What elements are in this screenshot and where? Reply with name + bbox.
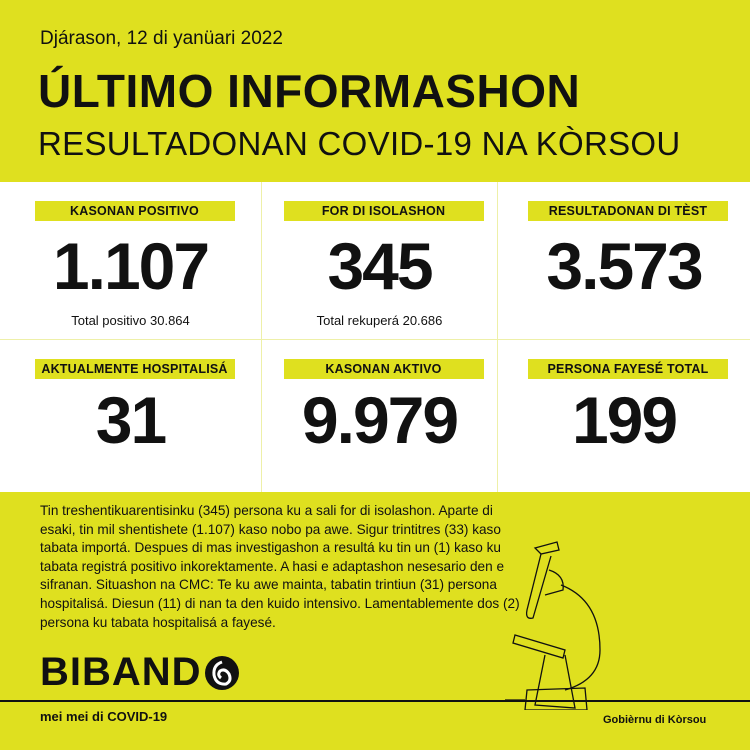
stat-value: 345 xyxy=(327,229,433,303)
swirl-circle-icon xyxy=(204,655,239,690)
stat-positive: KASONAN POSITIVO 1.107 Total positivo 30… xyxy=(0,182,262,340)
government-credit: Gobièrnu di Kòrsou xyxy=(603,714,707,726)
stat-value: 1.107 xyxy=(52,229,210,303)
microscope-icon xyxy=(505,541,601,710)
stat-deceased: PERSONA FAYESÉ TOTAL 199 xyxy=(498,340,750,492)
bibando-logo: BIBAND xyxy=(40,650,239,695)
date: Djárason, 12 di yanüari 2022 xyxy=(40,28,283,49)
stat-label: RESULTADONAN DI TÈST xyxy=(528,201,728,221)
stat-tests: RESULTADONAN DI TÈST 3.573 xyxy=(498,182,750,340)
divider-line xyxy=(0,700,750,702)
stat-value: 31 xyxy=(95,383,167,457)
stat-value: 199 xyxy=(571,383,678,457)
stat-sub: Total positivo 30.864 xyxy=(71,313,190,328)
stat-hospitalized: AKTUALMENTE HOSPITALISÁ 31 xyxy=(0,340,262,492)
tagline: mei mei di COVID-19 xyxy=(40,709,168,724)
body-text: Tin treshentikuarentisinku (345) persona… xyxy=(40,503,520,630)
stat-label: KASONAN AKTIVO xyxy=(283,359,484,379)
stats-panel: KASONAN POSITIVO 1.107 Total positivo 30… xyxy=(0,182,750,492)
stat-label: PERSONA FAYESÉ TOTAL xyxy=(528,359,728,379)
page-subtitle: RESULTADONAN COVID-19 NA KÒRSOU xyxy=(38,125,681,162)
logo-text: BIBAND xyxy=(40,650,202,694)
stat-value: 3.573 xyxy=(546,229,703,303)
stat-label: AKTUALMENTE HOSPITALISÁ xyxy=(34,359,235,379)
stat-active: KASONAN AKTIVO 9.979 xyxy=(262,340,498,492)
stat-label: FOR DI ISOLASHON xyxy=(283,201,484,221)
page-title: ÚLTIMO INFORMASHON xyxy=(38,65,581,117)
stat-value: 9.979 xyxy=(301,383,459,457)
stat-label: KASONAN POSITIVO xyxy=(34,201,235,221)
stat-isolation: FOR DI ISOLASHON 345 Total rekuperá 20.6… xyxy=(262,182,498,340)
stat-sub: Total rekuperá 20.686 xyxy=(316,313,443,328)
